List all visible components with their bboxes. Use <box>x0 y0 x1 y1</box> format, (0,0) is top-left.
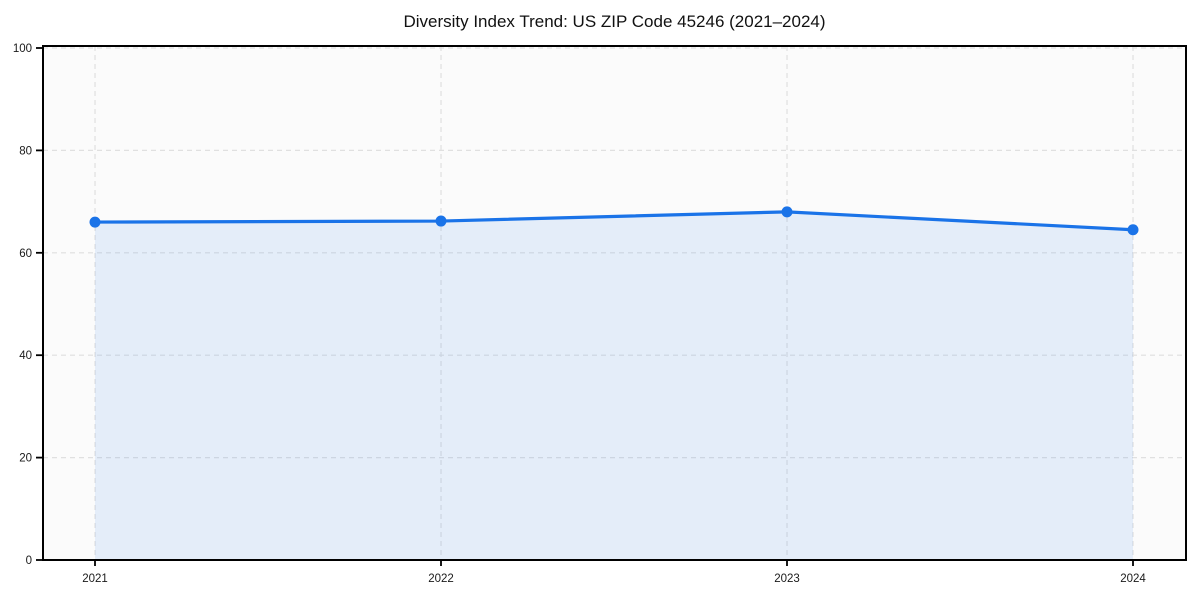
plot-border <box>42 45 1187 561</box>
y-tick-label-60: 60 <box>19 248 32 260</box>
data-point-2021 <box>89 216 101 228</box>
chart-title: Diversity Index Trend: US ZIP Code 45246… <box>403 12 826 31</box>
y-tick-label-100: 100 <box>13 43 32 55</box>
x-tick-label-2022: 2022 <box>428 573 454 585</box>
y-tick-label-20: 20 <box>19 453 32 465</box>
data-point-2022 <box>435 215 447 227</box>
x-tick-label-2024: 2024 <box>1120 573 1146 585</box>
y-tick-label-80: 80 <box>19 145 32 157</box>
x-tick-label-2021: 2021 <box>82 573 108 585</box>
trend-line <box>93 210 1135 232</box>
area-fill <box>95 211 1133 560</box>
plot-area <box>43 46 1186 560</box>
x-tick-label-2023: 2023 <box>774 573 800 585</box>
data-point-2023 <box>781 206 793 218</box>
y-tick-label-0: 0 <box>26 555 32 567</box>
y-tick-label-40: 40 <box>19 350 32 362</box>
data-point-2024 <box>1127 224 1139 236</box>
